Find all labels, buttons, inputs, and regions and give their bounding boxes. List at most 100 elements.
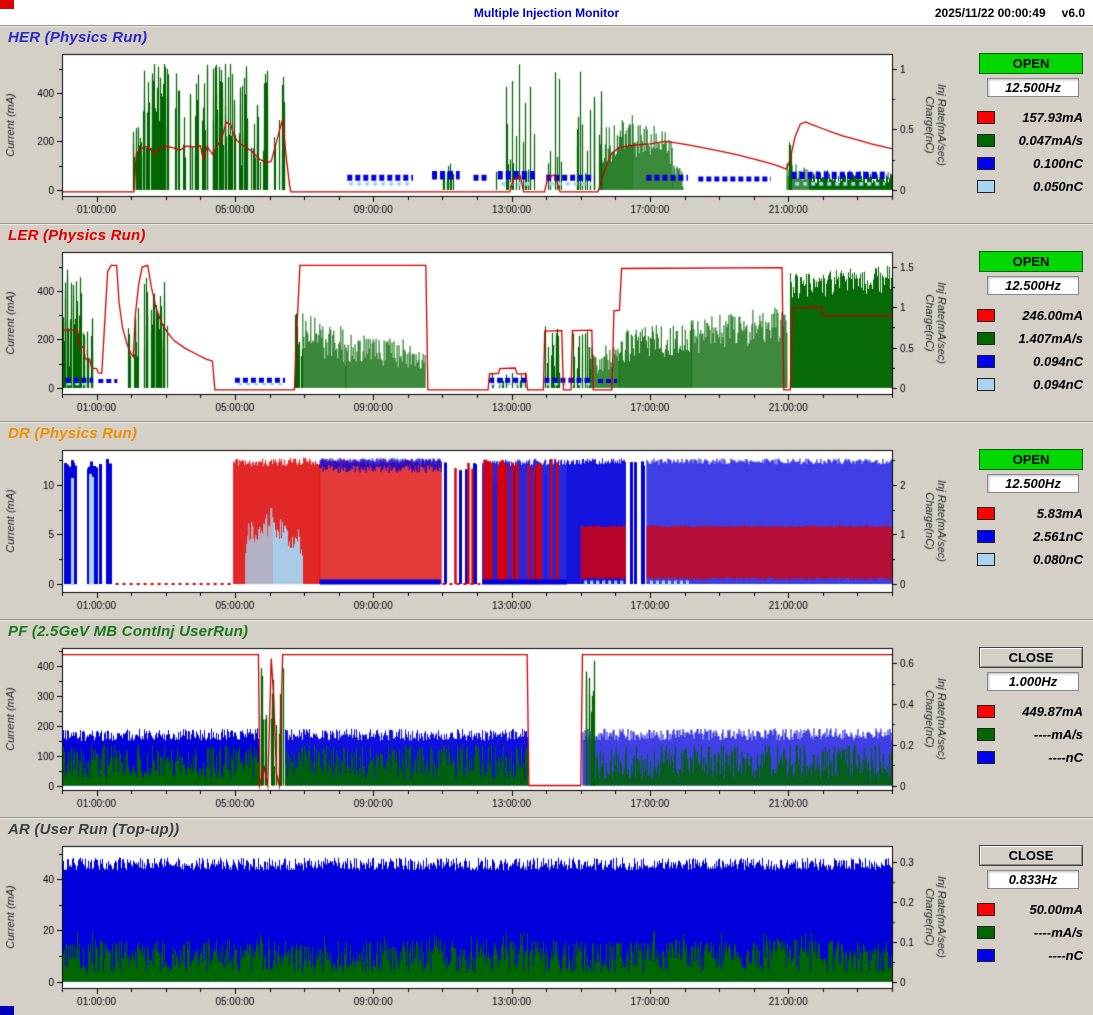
readout-value: 0.047mA/s <box>1018 133 1083 148</box>
chart-pf <box>2 642 952 817</box>
side-panel-her: OPEN 12.500Hz 157.93mA 0.047mA/s 0.100nC 0.05… <box>952 48 1091 223</box>
beam-gate-status-button-ar[interactable]: CLOSE <box>979 845 1083 866</box>
readout-row: 2.561nC <box>977 525 1083 548</box>
panel-header-her: HER (Physics Run) <box>0 27 1093 48</box>
panel-title-dr: DR (Physics Run) <box>8 425 138 442</box>
panels-container: HER (Physics Run) OPEN 12.500Hz 157.93mA 0.0… <box>0 25 1093 1015</box>
panel-pf: PF (2.5GeV MB ContInj UserRun) CLOSE 1.000… <box>0 619 1093 817</box>
side-panel-ler: OPEN 12.500Hz 246.00mA 1.407mA/s 0.094nC 0.09… <box>952 246 1091 421</box>
panel-header-dr: DR (Physics Run) <box>0 423 1093 444</box>
readout-value: ----nC <box>1048 948 1083 963</box>
injection-frequency-pf: 1.000Hz <box>987 672 1079 691</box>
panel-dr: DR (Physics Run) OPEN 12.500Hz 5.83mA 2.561n… <box>0 421 1093 619</box>
readout-value: 1.407mA/s <box>1018 331 1083 346</box>
injection-frequency-dr: 12.500Hz <box>987 474 1079 493</box>
panel-body-dr: OPEN 12.500Hz 5.83mA 2.561nC 0.080nC <box>0 444 1093 619</box>
side-panel-pf: CLOSE 1.000Hz 449.87mA ----mA/s ----nC <box>952 642 1091 817</box>
chart-her <box>2 48 952 223</box>
panel-ar: AR (User Run (Top-up)) CLOSE 0.833Hz 50.00m… <box>0 817 1093 1015</box>
legend-swatch <box>977 949 995 962</box>
readouts-her: 157.93mA 0.047mA/s 0.100nC 0.050nC <box>977 106 1083 198</box>
legend-swatch <box>977 926 995 939</box>
readout-value: ----mA/s <box>1033 925 1083 940</box>
readout-row: ----nC <box>977 944 1083 967</box>
readout-value: ----mA/s <box>1033 727 1083 742</box>
chart-dr <box>2 444 952 619</box>
readout-value: 0.094nC <box>1033 354 1083 369</box>
panel-body-her: OPEN 12.500Hz 157.93mA 0.047mA/s 0.100nC 0.05… <box>0 48 1093 223</box>
legend-swatch <box>977 507 995 520</box>
panel-header-ar: AR (User Run (Top-up)) <box>0 819 1093 840</box>
panel-body-pf: CLOSE 1.000Hz 449.87mA ----mA/s ----nC <box>0 642 1093 817</box>
readout-row: 449.87mA <box>977 700 1083 723</box>
panel-ler: LER (Physics Run) OPEN 12.500Hz 246.00mA 1.4… <box>0 223 1093 421</box>
legend-swatch <box>977 728 995 741</box>
injection-frequency-her: 12.500Hz <box>987 78 1079 97</box>
beam-gate-status-button-dr[interactable]: OPEN <box>979 449 1083 470</box>
chart-ler <box>2 246 952 421</box>
legend-swatch <box>977 705 995 718</box>
panel-title-ar: AR (User Run (Top-up)) <box>8 821 180 838</box>
readout-row: 1.407mA/s <box>977 327 1083 350</box>
readout-row: 157.93mA <box>977 106 1083 129</box>
readout-row: ----nC <box>977 746 1083 769</box>
readout-row: 0.094nC <box>977 350 1083 373</box>
panel-body-ler: OPEN 12.500Hz 246.00mA 1.407mA/s 0.094nC 0.09… <box>0 246 1093 421</box>
legend-swatch <box>977 180 995 193</box>
readout-row: ----mA/s <box>977 921 1083 944</box>
panel-body-ar: CLOSE 0.833Hz 50.00mA ----mA/s ----nC <box>0 840 1093 1015</box>
panel-header-pf: PF (2.5GeV MB ContInj UserRun) <box>0 621 1093 642</box>
readout-value: 449.87mA <box>1022 704 1083 719</box>
side-panel-ar: CLOSE 0.833Hz 50.00mA ----mA/s ----nC <box>952 840 1091 1015</box>
injection-frequency-ar: 0.833Hz <box>987 870 1079 889</box>
readout-row: 50.00mA <box>977 898 1083 921</box>
readout-value: 157.93mA <box>1022 110 1083 125</box>
readout-value: ----nC <box>1048 750 1083 765</box>
readout-value: 2.561nC <box>1033 529 1083 544</box>
readout-row: 246.00mA <box>977 304 1083 327</box>
legend-swatch <box>977 378 995 391</box>
readout-value: 0.080nC <box>1033 552 1083 567</box>
legend-swatch <box>977 134 995 147</box>
beam-gate-status-button-ler[interactable]: OPEN <box>979 251 1083 272</box>
beam-gate-status-button-her[interactable]: OPEN <box>979 53 1083 74</box>
header-datetime: 2025/11/22 00:00:49 v6.0 <box>935 0 1085 25</box>
readout-value: 0.100nC <box>1033 156 1083 171</box>
bottom-left-marker <box>0 1006 14 1015</box>
legend-swatch <box>977 530 995 543</box>
readout-value: 246.00mA <box>1022 308 1083 323</box>
chart-ar <box>2 840 952 1015</box>
top-left-marker <box>0 0 14 9</box>
app-title: Multiple Injection Monitor <box>473 5 620 20</box>
legend-swatch <box>977 157 995 170</box>
panel-header-ler: LER (Physics Run) <box>0 225 1093 246</box>
readout-row: 5.83mA <box>977 502 1083 525</box>
readouts-pf: 449.87mA ----mA/s ----nC <box>977 700 1083 769</box>
legend-swatch <box>977 553 995 566</box>
beam-gate-status-button-pf[interactable]: CLOSE <box>979 647 1083 668</box>
side-panel-dr: OPEN 12.500Hz 5.83mA 2.561nC 0.080nC <box>952 444 1091 619</box>
legend-swatch <box>977 355 995 368</box>
readout-row: 0.080nC <box>977 548 1083 571</box>
readout-row: 0.100nC <box>977 152 1083 175</box>
readout-value: 0.050nC <box>1033 179 1083 194</box>
panel-her: HER (Physics Run) OPEN 12.500Hz 157.93mA 0.0… <box>0 25 1093 223</box>
legend-swatch <box>977 111 995 124</box>
legend-swatch <box>977 751 995 764</box>
readout-row: 0.050nC <box>977 175 1083 198</box>
legend-swatch <box>977 332 995 345</box>
injection-frequency-ler: 12.500Hz <box>987 276 1079 295</box>
panel-title-ler: LER (Physics Run) <box>8 227 146 244</box>
top-bar: Multiple Injection Monitor 2025/11/22 00… <box>0 0 1093 25</box>
panel-title-pf: PF (2.5GeV MB ContInj UserRun) <box>8 623 249 640</box>
readouts-ler: 246.00mA 1.407mA/s 0.094nC 0.094nC <box>977 304 1083 396</box>
panel-title-her: HER (Physics Run) <box>8 29 148 46</box>
legend-swatch <box>977 903 995 916</box>
readout-row: 0.047mA/s <box>977 129 1083 152</box>
readout-value: 5.83mA <box>1036 506 1083 521</box>
readout-value: 0.094nC <box>1033 377 1083 392</box>
readout-row: ----mA/s <box>977 723 1083 746</box>
version-label: v6.0 <box>1061 5 1085 20</box>
readouts-ar: 50.00mA ----mA/s ----nC <box>977 898 1083 967</box>
